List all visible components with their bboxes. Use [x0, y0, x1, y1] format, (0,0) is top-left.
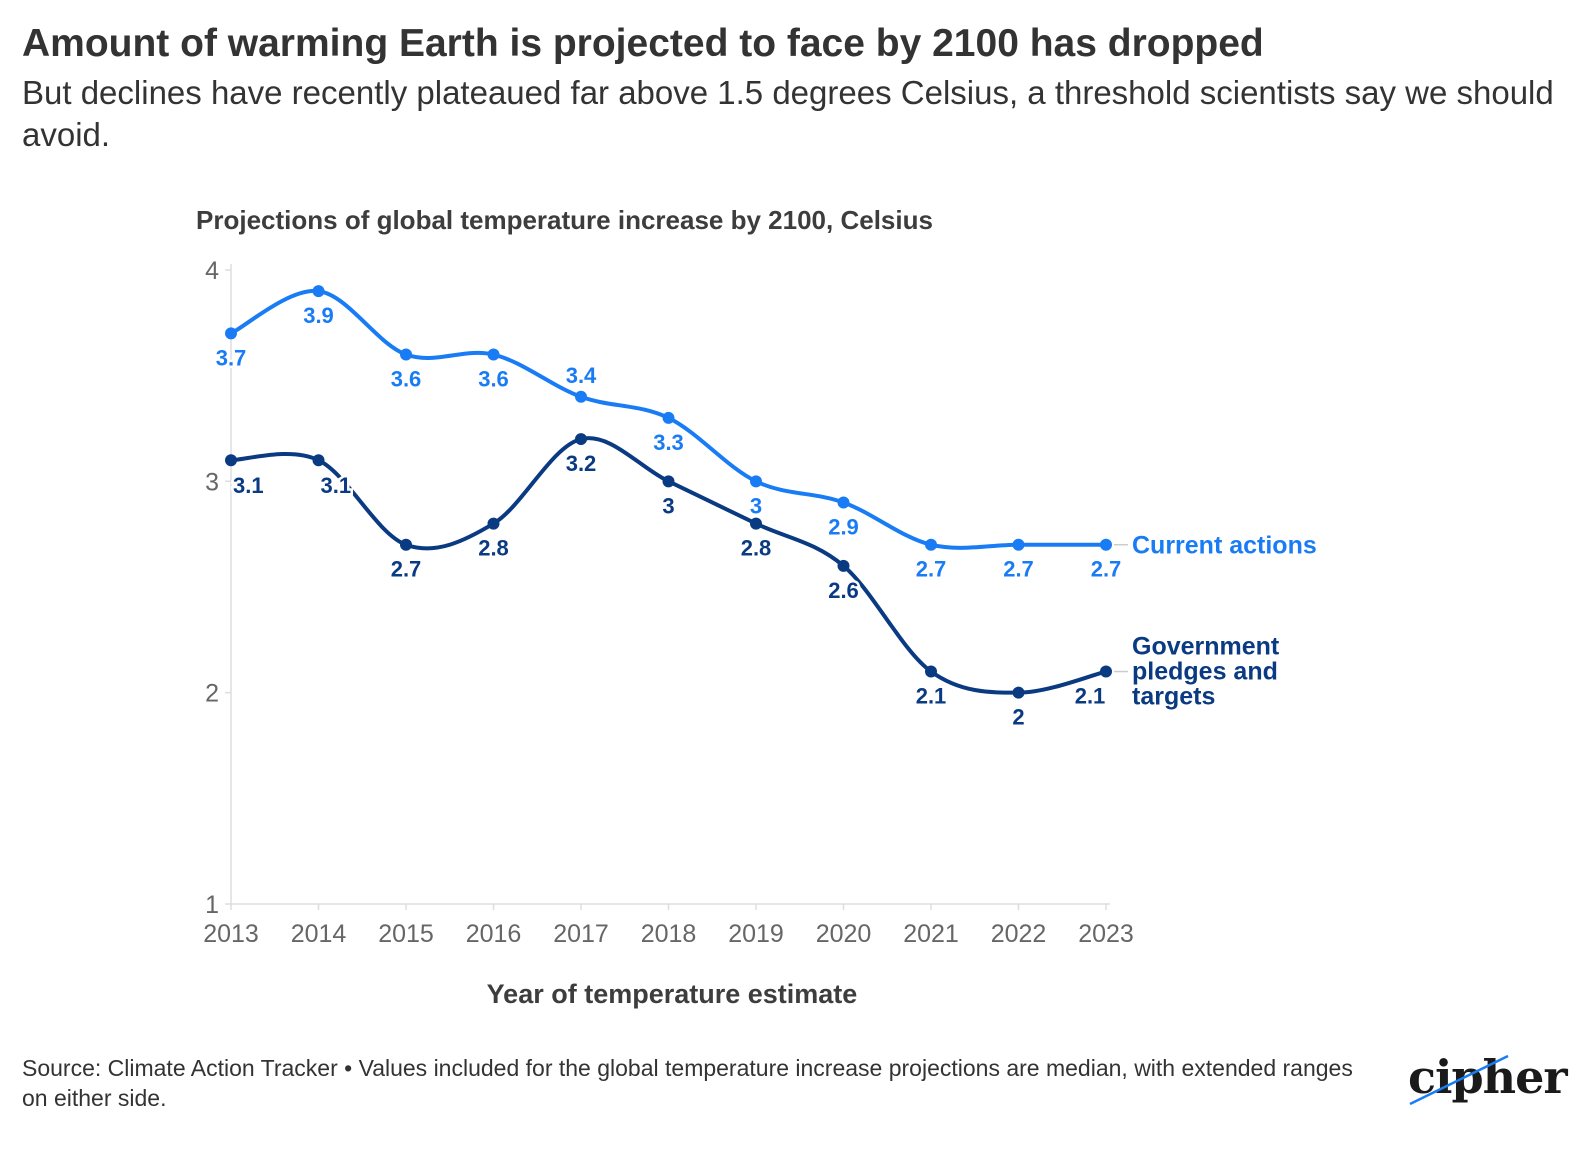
current-actions-value-label: 3.6 [478, 367, 509, 392]
current-actions-point [225, 327, 237, 340]
pledges-targets-point [1100, 665, 1112, 678]
x-axis-label: Year of temperature estimate [487, 979, 858, 1009]
current-actions-value-label: 3.7 [216, 345, 247, 370]
x-tick-label: 2021 [903, 920, 959, 948]
pledges-targets-point [662, 475, 675, 488]
pledges-targets-value-label: 3.1 [321, 473, 352, 498]
x-tick-label: 2020 [816, 920, 872, 948]
pledges-targets-point [575, 433, 587, 446]
pledges-targets-point [312, 454, 325, 467]
current-actions-value-label: 2.7 [916, 557, 947, 582]
x-tick-label: 2022 [991, 920, 1047, 948]
y-tick-label: 2 [205, 680, 219, 708]
current-actions-point [925, 538, 937, 551]
x-tick-label: 2014 [291, 920, 347, 948]
logo-wordmark: cipher [1408, 1050, 1568, 1104]
series-name-line: targets [1132, 683, 1215, 711]
y-tick-label: 4 [205, 257, 219, 285]
current-actions-value-label: 3.9 [303, 303, 334, 328]
chart-series-lines [230, 289, 1107, 695]
pledges-targets-value-label: 2.8 [741, 536, 772, 561]
series-name-line: Government [1132, 633, 1280, 661]
x-tick-label: 2015 [378, 920, 434, 948]
pledges-targets-point [225, 454, 237, 467]
current-actions-point [837, 496, 850, 509]
pledges-targets-point [400, 538, 412, 551]
current-actions-point [575, 390, 587, 403]
y-tick-label: 1 [205, 891, 219, 919]
current-actions-value-label: 3.4 [566, 363, 597, 388]
pledges-targets-series-name: Government pledges and targets [1132, 633, 1280, 711]
cipher-logo: cipher [1408, 1048, 1568, 1118]
current-actions-value-label: 2.9 [828, 514, 859, 539]
logo-slash-icon [1409, 1054, 1509, 1106]
current-actions-point [1012, 538, 1025, 551]
page-subtitle: But declines have recently plateaued far… [22, 74, 1554, 153]
chart-title: Projections of global temperature increa… [196, 205, 933, 235]
chart-data-points [225, 285, 1112, 699]
x-tick-label: 2013 [203, 920, 259, 948]
x-tick-label: 2016 [466, 920, 522, 948]
y-tick-label: 3 [205, 468, 219, 496]
line-chart: 1 2 3 4 2013 2014 2015 2016 2017 2018 2019 2020 2021… [203, 257, 1317, 1009]
pledges-targets-point [837, 559, 850, 572]
x-tick-label: 2019 [728, 920, 784, 948]
current-actions-series-name: Current actions [1132, 532, 1317, 560]
pledges-targets-value-label: 3.2 [566, 451, 597, 476]
current-actions-value-label: 3.3 [653, 430, 684, 455]
pledges-targets-value-label: 3 [662, 493, 674, 518]
current-actions-point [662, 411, 675, 424]
pledges-targets-point [1012, 686, 1025, 699]
source-note: Source: Climate Action Tracker • Values … [22, 1055, 1353, 1111]
pledges-targets-value-label: 2.1 [1075, 684, 1106, 709]
x-tick-label: 2018 [641, 920, 697, 948]
x-tick-label: 2017 [553, 920, 609, 948]
pledges-targets-value-label: 2.1 [916, 684, 947, 709]
pledges-targets-point [925, 665, 937, 678]
current-actions-value-label: 2.7 [1091, 557, 1122, 582]
current-actions-value-label: 3 [750, 493, 762, 518]
series-name-line: pledges and [1132, 658, 1278, 686]
current-actions-point [400, 348, 412, 361]
current-actions-point [750, 475, 762, 488]
pledges-targets-value-label: 2.6 [828, 578, 859, 603]
x-tick-label: 2023 [1078, 920, 1134, 948]
pledges-targets-value-label: 3.1 [233, 473, 264, 498]
current-actions-value-label: 3.6 [391, 367, 422, 392]
pledges-targets-point [750, 517, 762, 530]
page-title: Amount of warming Earth is projected to … [22, 22, 1264, 65]
pledges-targets-value-label: 2.8 [478, 536, 509, 561]
pledges-targets-value-label: 2.7 [391, 557, 422, 582]
current-actions-point [1100, 538, 1112, 551]
chart-data-labels: 3.7 3.9 3.6 3.6 3.4 3.3 3 2.9 2.7 2.7 2.7 Current a… [213, 301, 1317, 733]
chart-axes: 1 2 3 4 2013 2014 2015 2016 2017 2018 2019 2020 2021… [203, 257, 1134, 948]
pledges-targets-value-label: 2 [1012, 705, 1024, 730]
current-actions-point [487, 348, 500, 361]
current-actions-value-label: 2.7 [1003, 557, 1034, 582]
pledges-targets-point [487, 517, 500, 530]
current-actions-point [312, 285, 325, 298]
